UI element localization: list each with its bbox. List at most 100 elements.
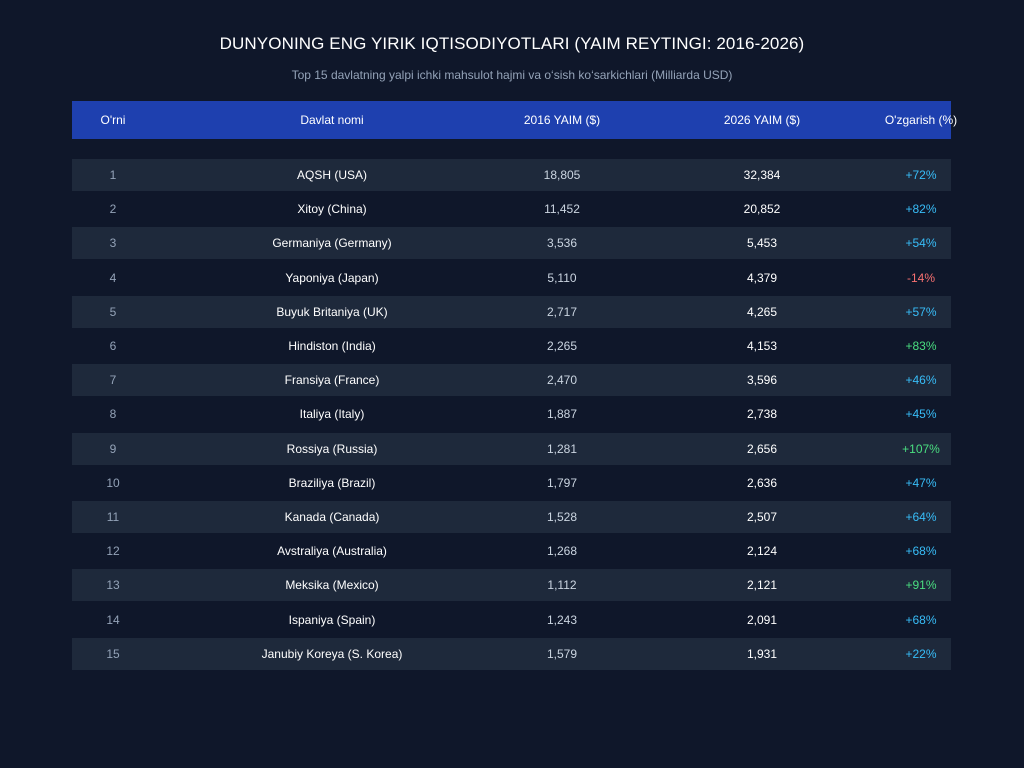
rank-cell: 15 xyxy=(106,646,120,661)
gdp-2026-cell: 2,636 xyxy=(746,475,778,490)
change-cell: +72% xyxy=(905,168,937,182)
gdp-2026-cell: 5,453 xyxy=(746,236,778,251)
rank-cell: 3 xyxy=(109,236,117,251)
gdp-2026-cell: 2,656 xyxy=(746,441,778,456)
table-row: 5 Buyuk Britaniya (UK) 2,717 4,265 +57% xyxy=(72,295,951,328)
change-cell: +82% xyxy=(905,202,937,217)
rank-cell: 2 xyxy=(109,202,117,217)
change-cell: -14% xyxy=(906,270,935,285)
change-cell: +91% xyxy=(905,578,937,593)
gdp-2016-cell: 1,887 xyxy=(546,407,578,422)
rank-cell: 7 xyxy=(109,373,117,388)
gdp-2026-cell: 2,121 xyxy=(746,578,778,593)
chart-subtitle: Top 15 davlatning yalpi ichki mahsulot h… xyxy=(291,68,733,82)
rank-cell: 9 xyxy=(109,441,117,456)
table-row: 11 Kanada (Canada) 1,528 2,507 +64% xyxy=(72,501,951,533)
change-cell: +46% xyxy=(905,373,937,388)
country-cell: Braziliya (Brazil) xyxy=(288,475,376,490)
gdp-2016-cell: 11,452 xyxy=(544,202,580,217)
change-cell: +68% xyxy=(905,544,937,559)
country-cell: Janubiy Koreya (S. Korea) xyxy=(261,646,403,661)
gdp-2026-cell: 2,738 xyxy=(746,407,778,422)
rank-cell: 6 xyxy=(109,339,117,353)
gdp-2016-cell: 1,281 xyxy=(546,441,578,456)
country-cell: Xitoy (China) xyxy=(297,202,367,217)
table-row: 6 Hindiston (India) 2,265 4,153 +83% xyxy=(72,330,951,362)
table-row: 14 Ispaniya (Spain) 1,243 2,091 +68% xyxy=(72,604,951,636)
gdp-2016-cell: 5,110 xyxy=(547,270,577,285)
rank-cell: 4 xyxy=(109,270,117,285)
country-cell: Kanada (Canada) xyxy=(284,510,380,524)
rank-cell: 1 xyxy=(109,168,117,182)
gdp-2026-cell: 4,153 xyxy=(746,339,778,353)
header-rank: O'rni xyxy=(100,113,126,127)
gdp-2016-cell: 1,268 xyxy=(546,544,578,559)
gdp-2026-cell: 4,265 xyxy=(746,304,778,319)
gdp-table: O'rni Davlat nomi 2016 YAIM ($) 2026 YAI… xyxy=(72,101,957,670)
gdp-2026-cell: 1,931 xyxy=(746,646,778,661)
gdp-2016-cell: 1,112 xyxy=(547,578,577,593)
gdp-2026-cell: 3,596 xyxy=(746,373,778,388)
country-cell: Buyuk Britaniya (UK) xyxy=(276,304,388,319)
gdp-2016-cell: 1,797 xyxy=(546,475,578,490)
change-cell: +57% xyxy=(905,304,937,319)
country-cell: Avstraliya (Australia) xyxy=(277,544,387,559)
gdp-2016-cell: 3,536 xyxy=(546,236,578,251)
table-row: 3 Germaniya (Germany) 3,536 5,453 +54% xyxy=(72,227,951,260)
country-cell: Fransiya (France) xyxy=(284,373,380,388)
gdp-2026-cell: 2,091 xyxy=(746,612,778,627)
table-row: 4 Yaponiya (Japan) 5,110 4,379 -14% xyxy=(72,262,951,294)
rank-cell: 11 xyxy=(106,510,120,524)
gdp-2016-cell: 1,243 xyxy=(546,612,578,627)
table-row: 15 Janubiy Koreya (S. Korea) 1,579 1,931 +22… xyxy=(72,637,951,670)
table-row: 8 Italiya (Italy) 1,887 2,738 +45% xyxy=(72,398,951,430)
header-country: Davlat nomi xyxy=(300,113,364,127)
gdp-2016-cell: 2,717 xyxy=(546,304,578,319)
gdp-2026-cell: 4,379 xyxy=(746,270,778,285)
change-cell: +64% xyxy=(905,510,937,524)
gdp-2016-cell: 18,805 xyxy=(543,168,581,182)
gdp-2016-cell: 1,528 xyxy=(546,510,578,524)
country-cell: Yaponiya (Japan) xyxy=(285,270,379,285)
gdp-2026-cell: 32,384 xyxy=(743,168,781,182)
rank-cell: 8 xyxy=(109,407,117,422)
table-row: 7 Fransiya (France) 2,470 3,596 +46% xyxy=(72,364,951,397)
gdp-2026-cell: 20,852 xyxy=(743,202,781,217)
chart-title: DUNYONING ENG YIRIK IQTISODIYOTLARI (YAI… xyxy=(219,34,805,53)
table-row: 13 Meksika (Mexico) 1,112 2,121 +91% xyxy=(72,569,951,602)
change-cell: +107% xyxy=(902,441,940,456)
rank-cell: 10 xyxy=(106,475,120,490)
change-cell: +47% xyxy=(905,475,937,490)
gdp-2026-cell: 2,124 xyxy=(746,544,778,559)
gdp-2016-cell: 2,265 xyxy=(546,339,578,353)
gdp-2016-cell: 2,470 xyxy=(546,373,578,388)
header-gdp-2026: 2026 YAIM ($) xyxy=(723,113,801,127)
table-row: 2 Xitoy (China) 11,452 20,852 +82% xyxy=(72,193,951,225)
change-cell: +54% xyxy=(905,236,937,251)
change-cell: +45% xyxy=(905,407,937,422)
rank-cell: 5 xyxy=(109,304,117,319)
header-gdp-2016: 2016 YAIM ($) xyxy=(523,113,601,127)
gdp-2016-cell: 1,579 xyxy=(546,646,578,661)
rank-cell: 12 xyxy=(106,544,120,559)
table-row: 1 AQSH (USA) 18,805 32,384 +72% xyxy=(72,159,951,191)
header-change: O'zgarish (%) xyxy=(884,113,958,127)
country-cell: Rossiya (Russia) xyxy=(286,441,378,456)
rank-cell: 14 xyxy=(106,612,120,627)
gdp-2026-cell: 2,507 xyxy=(746,510,778,524)
change-cell: +68% xyxy=(905,612,937,627)
country-cell: Italiya (Italy) xyxy=(299,407,365,422)
country-cell: Ispaniya (Spain) xyxy=(288,612,376,627)
table-row: 10 Braziliya (Brazil) 1,797 2,636 +47% xyxy=(72,467,951,499)
country-cell: Meksika (Mexico) xyxy=(285,578,379,593)
country-cell: Hindiston (India) xyxy=(288,339,376,353)
table-header: O'rni Davlat nomi 2016 YAIM ($) 2026 YAI… xyxy=(72,101,957,139)
table-row: 12 Avstraliya (Australia) 1,268 2,124 +68% xyxy=(72,535,951,567)
change-cell: +22% xyxy=(905,646,937,661)
table-row: 9 Rossiya (Russia) 1,281 2,656 +107% xyxy=(72,432,951,465)
change-cell: +83% xyxy=(905,339,937,353)
country-cell: AQSH (USA) xyxy=(296,168,367,182)
country-cell: Germaniya (Germany) xyxy=(272,236,392,251)
rank-cell: 13 xyxy=(106,578,120,593)
